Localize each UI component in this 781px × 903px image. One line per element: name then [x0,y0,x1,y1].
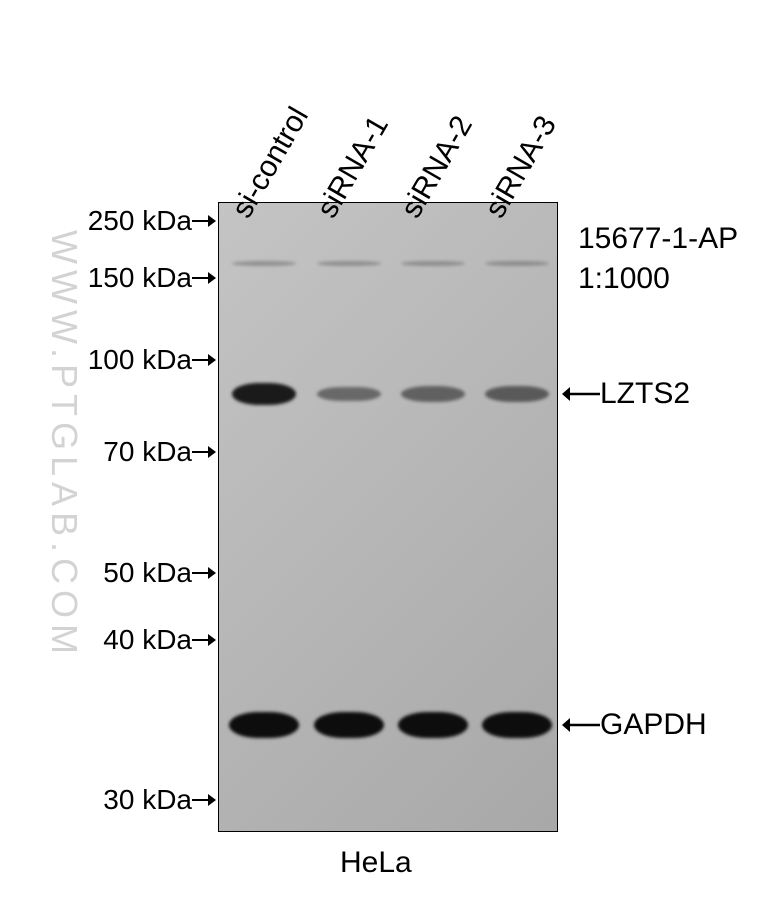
mw-arrow-icon [192,632,216,648]
band-label-text: LZTS2 [600,377,690,411]
mw-marker-label: 150 kDa [88,262,192,294]
mw-arrow-icon [192,444,216,460]
mw-marker-label: 40 kDa [103,624,192,656]
band-GAPDH-si_control [229,712,299,738]
mw-marker-label: 50 kDa [103,557,192,589]
mw-marker-1: 150 kDa [56,262,216,294]
mw-arrow-icon [192,270,216,286]
mw-arrow-icon [192,352,216,368]
antibody-dilution: 1:1000 [578,262,670,296]
band-arrow-icon [562,385,600,403]
band-GAPDH-sirna3 [482,712,552,738]
band-arrow-icon [562,716,600,734]
band-LZTS2-sirna2 [401,386,465,401]
band-faint_top-si_control [232,261,296,266]
mw-arrow-icon [192,213,216,229]
band-label-text: GAPDH [600,708,707,742]
mw-arrow-icon [192,792,216,808]
mw-marker-4: 50 kDa [56,557,216,589]
mw-marker-label: 100 kDa [88,344,192,376]
band-faint_top-sirna1 [317,261,381,266]
mw-marker-3: 70 kDa [56,436,216,468]
band-LZTS2-si_control [232,383,296,405]
band-label-lzts2: LZTS2 [562,377,690,411]
band-faint_top-sirna3 [485,261,549,266]
band-label-gapdh: GAPDH [562,708,707,742]
mw-marker-label: 70 kDa [103,436,192,468]
mw-marker-2: 100 kDa [56,344,216,376]
mw-marker-label: 30 kDa [103,784,192,816]
sample-label: HeLa [340,846,412,880]
mw-arrow-icon [192,565,216,581]
figure-stage: WWW.PTGLAB.COM 15677-1-AP 1:1000 HeLa si… [0,0,781,903]
band-GAPDH-sirna2 [398,712,468,738]
mw-marker-label: 250 kDa [88,205,192,237]
mw-marker-6: 30 kDa [56,784,216,816]
blot-membrane [218,202,558,832]
band-GAPDH-sirna1 [314,712,384,738]
mw-marker-0: 250 kDa [56,205,216,237]
antibody-id: 15677-1-AP [578,222,738,256]
band-faint_top-sirna2 [401,261,465,266]
band-LZTS2-sirna3 [485,386,549,402]
band-LZTS2-sirna1 [317,387,381,402]
mw-marker-5: 40 kDa [56,624,216,656]
